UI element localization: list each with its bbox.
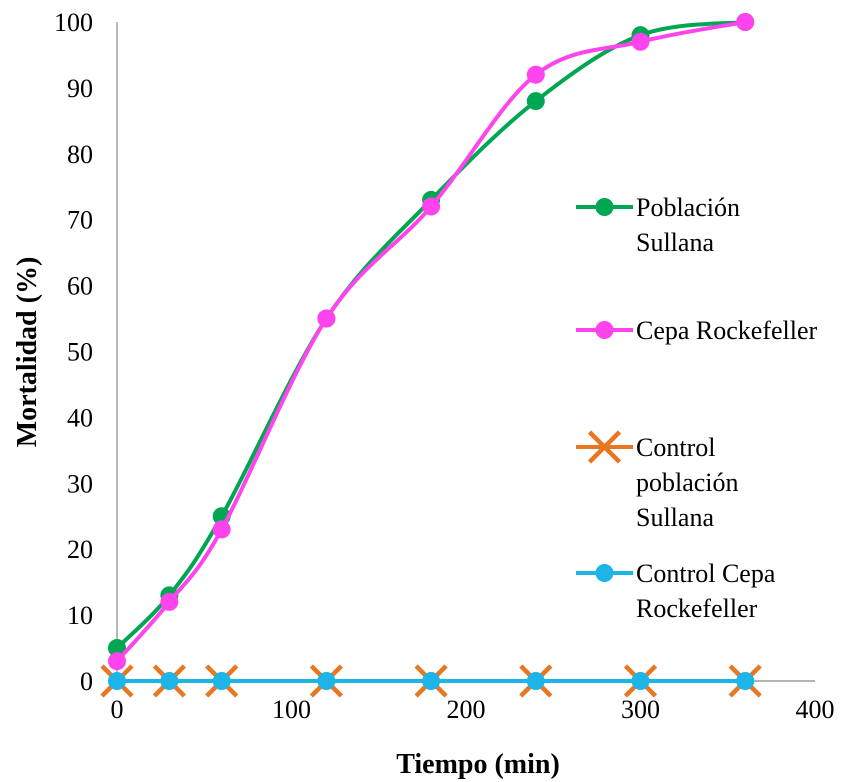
data-point-control-cepa-rockefeller: [212, 672, 231, 690]
legend-swatch-marker: [587, 430, 622, 464]
y-tick-label: 100: [54, 8, 93, 37]
legend: Población Sullana Cepa Rockefeller Control p…: [576, 193, 818, 623]
series-line-cepa-rockefeller: [115, 20, 746, 663]
data-point-cepa-rockefeller: [212, 520, 231, 539]
legend-swatch-marker: [595, 198, 614, 216]
data-point-cepa-rockefeller: [736, 13, 755, 31]
y-tick-label: 60: [67, 272, 93, 301]
data-point-cepa-rockefeller: [422, 197, 441, 216]
data-point-control-cepa-rockefeller: [160, 672, 179, 690]
data-point-control-cepa-rockefeller: [108, 672, 126, 690]
data-point-cepa-rockefeller: [160, 592, 179, 611]
x-axis-title: Tiempo (min): [396, 749, 560, 780]
data-point-control-cepa-rockefeller: [631, 672, 650, 690]
legend-swatch-marker: [595, 321, 614, 339]
data-point-control-cepa-rockefeller: [526, 672, 545, 690]
y-tick-label: 80: [67, 140, 93, 169]
legend-item-cepa-rockefeller: Cepa Rockefeller: [576, 316, 818, 345]
legend-label: Población Sullana: [636, 193, 740, 257]
data-point-control-cepa-rockefeller: [422, 672, 441, 690]
legend-swatch-marker: [595, 564, 614, 582]
series-line-poblacion-sullana: [115, 20, 746, 650]
y-tick-label: 20: [67, 535, 93, 564]
x-tick-label: 100: [272, 695, 311, 724]
y-tick-label: 0: [80, 667, 93, 696]
axes: 0 10 20 30 40 50 60 70 80 90 100 0 100 200 300 400: [54, 8, 835, 724]
legend-label: Control Cepa Rockefeller: [636, 559, 776, 623]
y-tick-label: 40: [67, 403, 93, 432]
y-tick-label: 70: [67, 206, 93, 235]
y-tick-label: 30: [67, 469, 93, 498]
data-point-cepa-rockefeller: [108, 652, 126, 671]
series-cepa-rockefeller: [108, 13, 755, 671]
data-point-cepa-rockefeller: [526, 65, 545, 84]
x-tick-label: 400: [796, 695, 835, 724]
y-tick-label: 10: [67, 601, 93, 630]
data-point-control-cepa-rockefeller: [736, 672, 755, 690]
x-tick-label: 300: [621, 695, 660, 724]
legend-label: Control población Sullana: [636, 433, 739, 532]
legend-item-control-cepa-rockefeller: Control Cepa Rockefeller: [576, 559, 776, 623]
x-tick-label: 0: [111, 695, 124, 724]
series-layer: [100, 13, 762, 698]
legend-item-control-poblacion-sullana: Control población Sullana: [576, 430, 739, 532]
y-tick-label: 50: [67, 338, 93, 367]
y-axis-title: Mortalidad (%): [12, 257, 43, 448]
data-point-poblacion-sullana: [526, 92, 545, 111]
x-tick-label: 200: [447, 695, 486, 724]
y-tick-label: 90: [67, 74, 93, 103]
data-point-poblacion-sullana: [108, 639, 126, 658]
legend-label: Cepa Rockefeller: [636, 316, 818, 345]
series-control-cepa-rockefeller: [108, 672, 755, 690]
data-point-control-cepa-rockefeller: [317, 672, 336, 690]
data-point-cepa-rockefeller: [317, 309, 336, 328]
data-point-cepa-rockefeller: [631, 32, 650, 51]
legend-item-poblacion-sullana: Población Sullana: [576, 193, 740, 257]
